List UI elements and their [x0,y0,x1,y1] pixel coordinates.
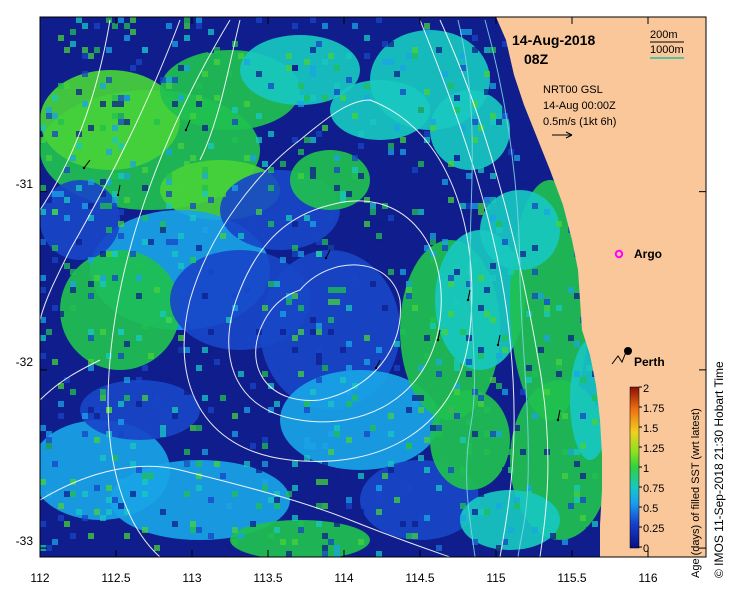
colorbar-title: Age (days) of filled SST (wrt latest) [690,408,702,578]
colorbar-tick-5: 0.75 [643,483,664,495]
sst-age-field [40,17,610,557]
title-date: 14-Aug-2018 [512,32,595,48]
current-time: 14-Aug 00:00Z [543,100,616,112]
x-tick-0: 112 [30,571,49,585]
colorbar-tick-1: 1.75 [643,403,664,415]
x-tick-4: 114 [334,571,353,585]
x-tick-3: 113.5 [253,571,282,585]
x-tick-2: 113 [182,571,201,585]
x-tick-1: 112.5 [101,571,130,585]
x-tick-8: 116 [638,571,657,585]
current-scale: 0.5m/s (1kt 6h) [543,116,616,128]
colorbar-tick-0: 2 [643,383,649,395]
colorbar-tick-3: 1.25 [643,443,664,455]
colorbar [629,386,640,549]
colorbar-ticks [639,386,642,548]
map-frame [39,16,707,558]
y-tick-0: -31 [16,177,34,191]
axis-ticks [39,17,706,557]
colorbar-tick-4: 1 [643,463,649,475]
current-source: NRT00 GSL [543,84,603,96]
perth-label: Perth [634,355,665,369]
y-tick-1: -32 [16,355,34,369]
legend-1000m: 1000m [650,44,684,56]
title-time: 08Z [524,51,549,67]
colorbar-tick-8: 0 [643,543,649,555]
colorbar-tick-6: 0.5 [643,503,658,515]
perth-coastline-mark [611,351,627,365]
argo-label: Argo [634,247,662,261]
y-tick-2: -33 [16,534,34,548]
x-tick-5: 114.5 [405,571,434,585]
argo-marker [614,249,624,259]
current-scale-arrow [552,131,573,139]
land [496,17,706,557]
bathymetry-contours [40,19,549,557]
current-vectors [82,119,561,422]
x-tick-7: 115.5 [557,571,586,585]
credit-text: © IMOS 11-Sep-2018 21:30 Hobart Time [712,361,726,578]
colorbar-tick-7: 0.25 [643,523,664,535]
x-tick-6: 115 [486,571,505,585]
legend-200m: 200m [650,29,678,41]
colorbar-tick-2: 1.5 [643,423,658,435]
